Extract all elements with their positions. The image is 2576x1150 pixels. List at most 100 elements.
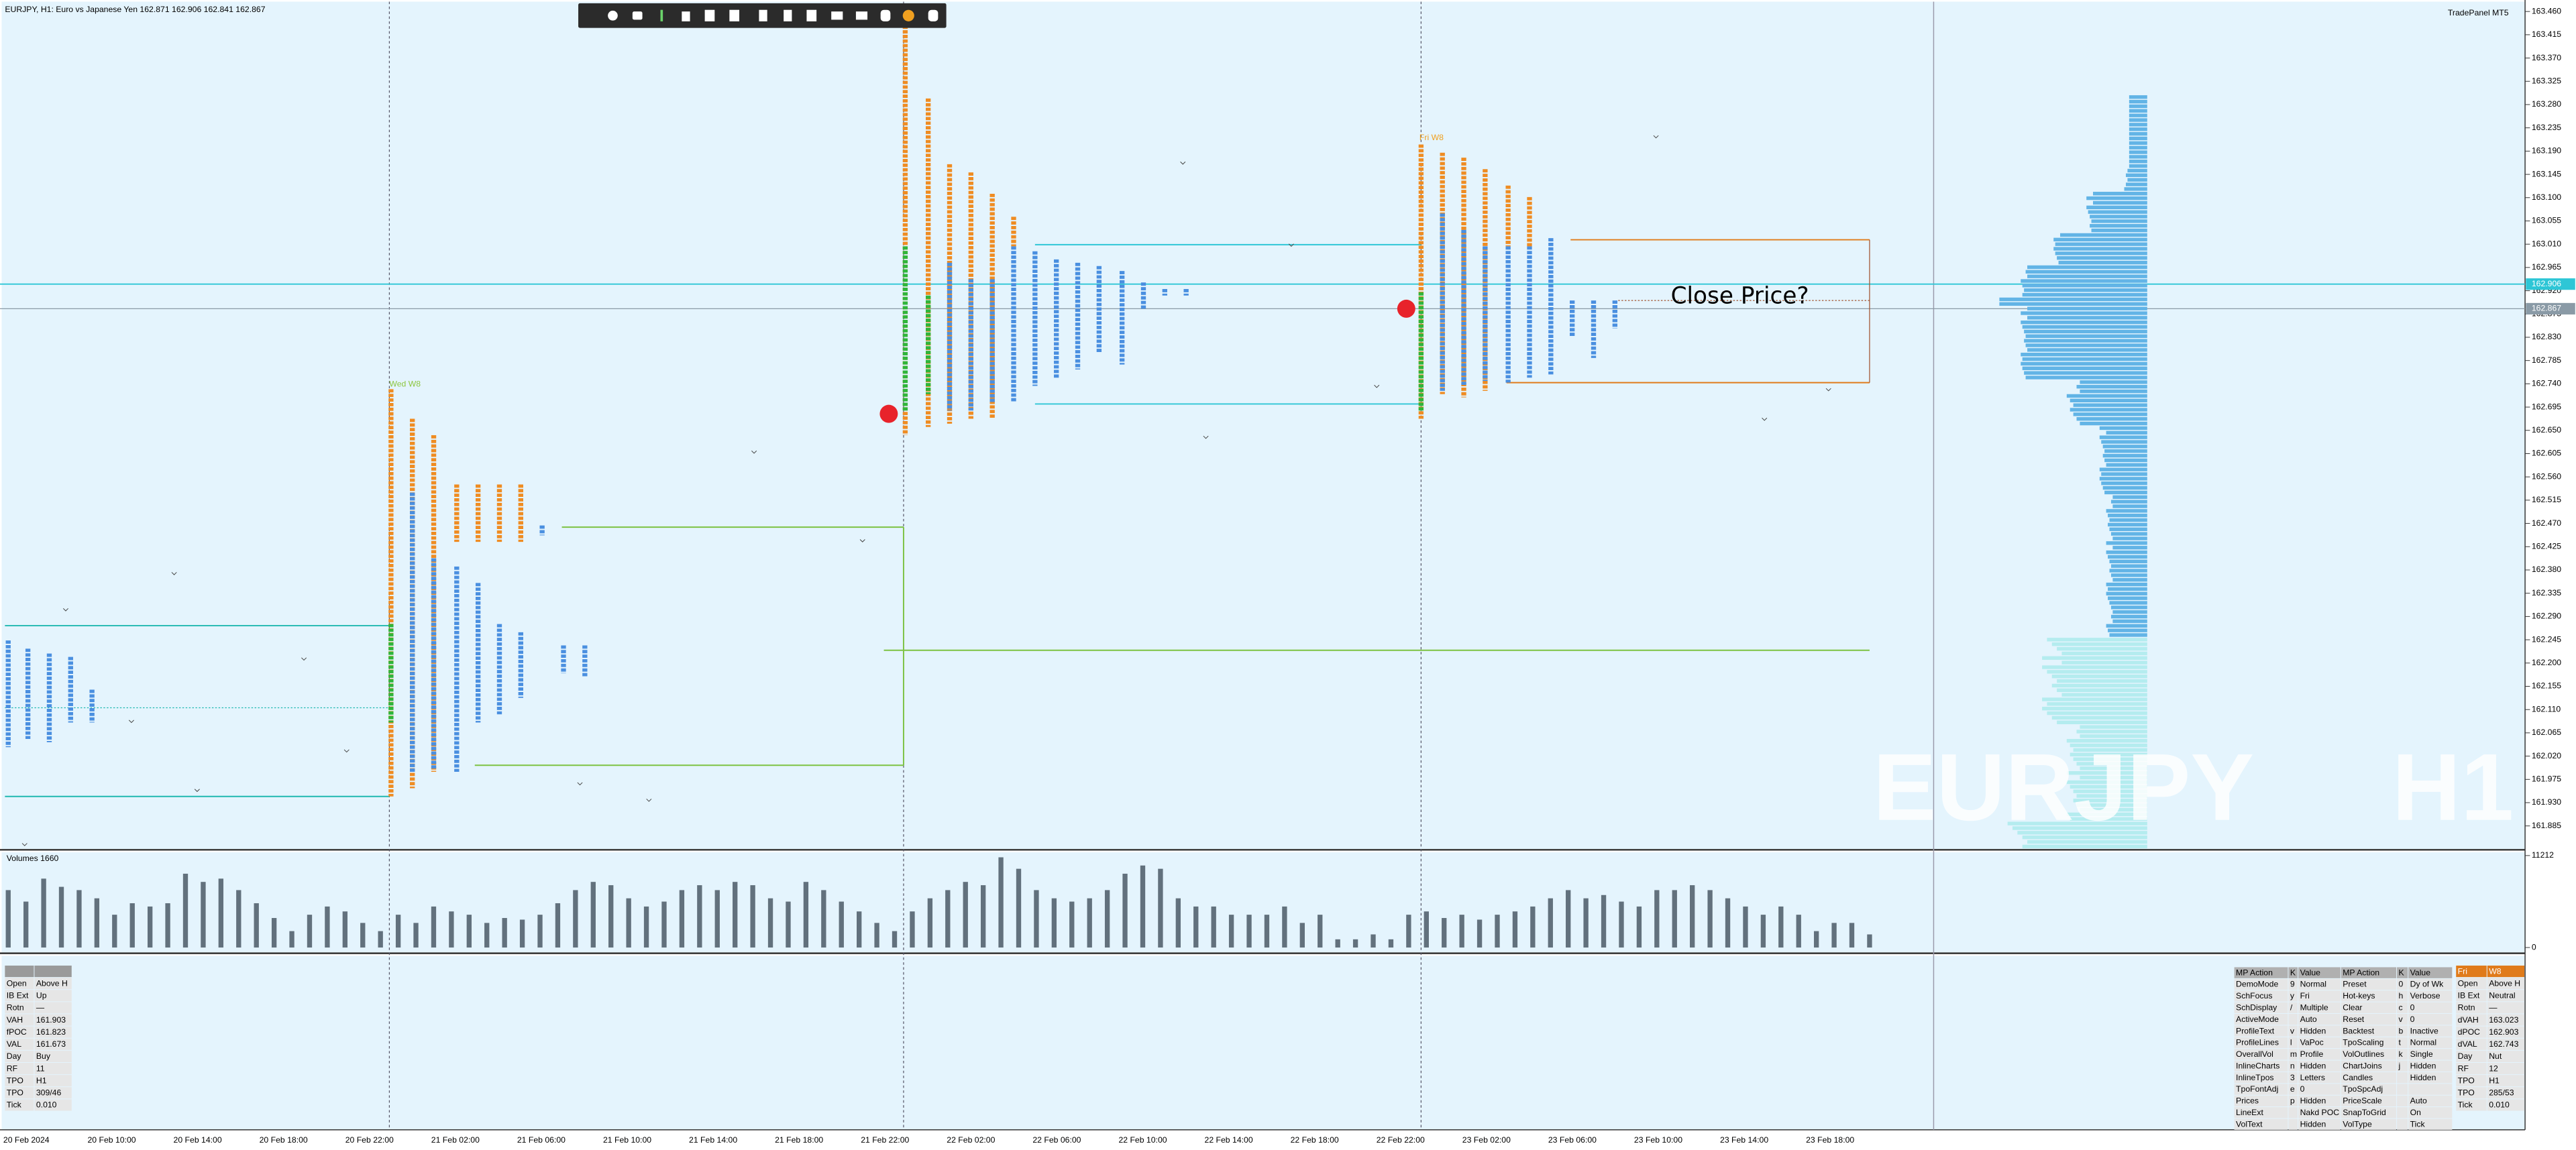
tick-marker <box>1762 417 1768 421</box>
volume-bar <box>254 903 259 948</box>
volume-bar <box>1743 906 1748 948</box>
table-cell <box>2288 1002 2298 1014</box>
table-text: dPOC <box>2458 1027 2480 1037</box>
draw-icon[interactable] <box>806 9 817 21</box>
chart-icon[interactable] <box>831 11 843 20</box>
table-cell <box>34 1062 72 1075</box>
profile-row <box>2112 495 2147 499</box>
profile-row <box>2027 348 2147 352</box>
table-cell <box>5 1062 34 1075</box>
trend-icon[interactable] <box>855 11 868 20</box>
tick-marker <box>1288 243 1294 247</box>
volume-bar <box>147 906 153 948</box>
table-cell <box>2234 1049 2288 1060</box>
tick-marker <box>1653 135 1659 139</box>
calc-icon[interactable] <box>729 9 740 21</box>
camera-icon[interactable] <box>632 11 643 20</box>
time-label: 21 Feb 18:00 <box>775 1135 823 1145</box>
volume-bar <box>1831 923 1837 948</box>
profile-row <box>2112 578 2147 582</box>
volume-bar <box>910 911 915 948</box>
time-label: 21 Feb 22:00 <box>861 1135 909 1145</box>
volume-bar <box>643 906 649 948</box>
last-label-bg <box>2526 302 2575 314</box>
volume-bar <box>519 919 525 948</box>
table-cell <box>2288 1013 2298 1025</box>
profile-row <box>2112 504 2147 508</box>
list-icon[interactable] <box>704 9 715 21</box>
profile-row <box>2125 182 2147 186</box>
volume-bar <box>1619 901 1624 948</box>
pie-icon[interactable] <box>902 9 914 21</box>
table-text: 161.903 <box>36 1015 66 1025</box>
volume-bar <box>661 901 667 948</box>
table-text: TpoScaling <box>2343 1038 2383 1047</box>
volume-bar <box>325 906 330 948</box>
volume-bar <box>289 931 294 948</box>
profile-row <box>2108 522 2147 527</box>
bell-icon[interactable] <box>928 9 938 21</box>
shield-icon[interactable] <box>880 9 891 21</box>
volume-bar <box>1122 873 1128 948</box>
settings-icon[interactable] <box>608 10 618 21</box>
profile-row <box>2110 606 2147 610</box>
profile-row <box>2057 256 2147 260</box>
profile-row <box>2106 509 2147 513</box>
profile-row <box>2012 826 2147 830</box>
table-cell <box>2341 1002 2397 1014</box>
text-icon[interactable] <box>784 9 792 21</box>
table-header-cell <box>2298 967 2341 978</box>
table-cell <box>2397 1002 2408 1014</box>
table-cell <box>2397 1118 2408 1130</box>
profile-row <box>2112 546 2147 550</box>
profile-row <box>2066 771 2147 775</box>
volume-bar <box>963 882 968 948</box>
doc-icon[interactable] <box>759 9 767 21</box>
table-cell <box>2341 1037 2397 1049</box>
profile-row <box>2066 394 2147 398</box>
profile-row <box>2060 233 2147 237</box>
profile-row <box>2024 339 2147 343</box>
profile-row <box>2051 642 2147 646</box>
table-text: 309/46 <box>36 1088 62 1098</box>
table-cell <box>2234 1037 2288 1049</box>
table-header-cell <box>5 965 34 978</box>
table-cell <box>2234 978 2288 990</box>
profile-row <box>2025 270 2147 274</box>
volume-bar <box>1707 890 1713 948</box>
table-cell <box>2234 1060 2288 1072</box>
bars-icon[interactable] <box>682 11 690 21</box>
table-cell <box>2341 1095 2397 1107</box>
table-header: MP Action <box>2343 968 2379 977</box>
profile-row <box>2112 619 2147 624</box>
profile-row <box>2129 131 2147 136</box>
table-cell <box>2341 978 2397 990</box>
table-text: v <box>2399 1015 2404 1024</box>
info-icon[interactable] <box>660 9 663 21</box>
profile-row <box>2021 279 2147 283</box>
volume-tick-label: 11212 <box>2532 850 2554 860</box>
table-cell <box>2341 1013 2397 1025</box>
tick-marker <box>301 657 307 661</box>
price-label: 162.110 <box>2532 704 2561 713</box>
price-label: 163.460 <box>2532 6 2561 15</box>
table-text: Nut <box>2489 1051 2502 1061</box>
table-cell <box>2288 1049 2298 1060</box>
profile-row <box>2051 683 2147 688</box>
table-cell <box>34 1002 72 1014</box>
price-label: 162.740 <box>2532 379 2561 388</box>
table-cell <box>2298 1037 2341 1049</box>
profile-row <box>2127 178 2147 182</box>
profile-row <box>1999 297 2147 302</box>
table-header-cell <box>2397 967 2408 978</box>
volume-bar <box>750 885 755 948</box>
profile-row <box>2129 146 2147 150</box>
volume-bar <box>1264 915 1270 948</box>
profile-row <box>2058 260 2147 265</box>
table-text: b <box>2399 1026 2404 1035</box>
volume-bar <box>1318 915 1323 948</box>
table-cell <box>2408 1049 2453 1060</box>
table-cell <box>5 1099 34 1111</box>
time-label: 22 Feb 18:00 <box>1291 1135 1339 1145</box>
